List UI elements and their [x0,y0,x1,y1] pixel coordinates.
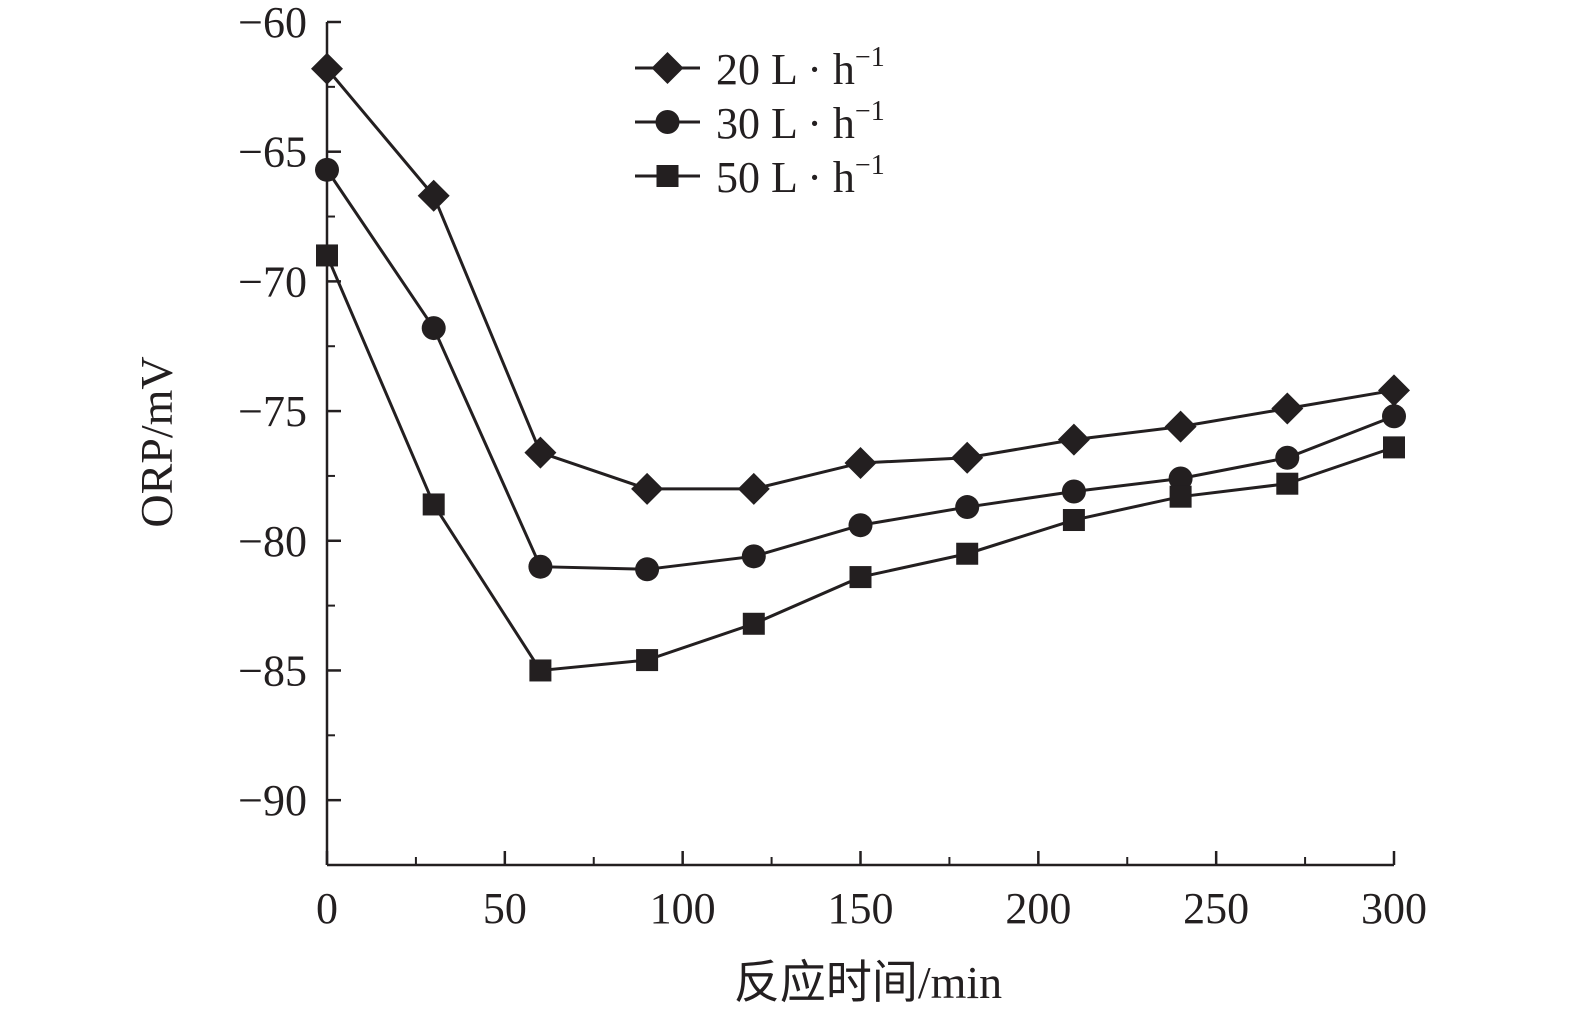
series-3 [316,244,1405,682]
data-point-square [1383,436,1405,459]
y-tick-label: −75 [238,387,307,436]
y-tick-label: −65 [238,128,307,177]
data-point-circle [315,157,339,182]
y-tick-label: −70 [238,257,307,306]
legend-label-main: 20 L · h [716,45,855,94]
data-point-diamond [1164,410,1197,443]
y-tick-label: −80 [238,517,307,566]
legend-label: 20 L · h−1 [716,42,885,94]
x-tick-label: 250 [1183,884,1249,933]
series-2 [315,157,1406,582]
data-point-square [422,493,445,516]
data-point-diamond [844,446,877,479]
series-line [325,67,1395,491]
x-tick-label: 50 [483,884,527,933]
data-point-diamond [1378,374,1410,407]
data-point-diamond [311,52,343,85]
data-point-circle [1168,466,1193,491]
data-point-square [529,659,552,682]
y-axis-title: ORP/mV [131,356,182,527]
data-point-diamond [631,472,664,505]
legend-entry: 20 L · h−1 [635,42,885,94]
x-axis-title: 反应时间/min [734,957,1002,1008]
data-point-square [1169,485,1192,508]
data-point-circle [1275,445,1300,470]
data-point-square [1276,472,1299,495]
data-point-diamond [1271,392,1304,425]
legend-label-superscript: −1 [855,96,885,127]
data-point-diamond [737,472,770,505]
data-point-circle [955,495,980,520]
data-point-diamond [524,436,557,469]
series-lines [311,52,1410,682]
y-tick-label: −85 [238,646,307,695]
legend-label: 30 L · h−1 [716,96,885,148]
series-1 [311,52,1410,505]
data-point-square [956,542,979,565]
x-tick-label: 0 [316,884,338,933]
data-point-square [316,244,338,267]
legend-marker-circle [655,110,680,134]
data-point-circle [1382,404,1406,429]
data-point-circle [848,513,873,538]
legend-label: 50 L · h−1 [716,150,885,202]
data-point-circle [1061,479,1086,504]
data-point-diamond [1057,423,1090,456]
legend-entry: 50 L · h−1 [635,150,885,202]
axes: 0 50 100 150 200 250 300 −60 −65 −70 −75 −80 −85 −90 [238,0,1427,933]
x-tick-label: 300 [1361,884,1427,933]
x-tick-label: 100 [650,884,716,933]
x-tick-label: 200 [1005,884,1071,933]
x-tick-label: 150 [828,884,894,933]
legend-marker-square [656,165,679,187]
y-tick-label: −90 [238,776,307,825]
data-point-square [636,649,659,672]
legend-label-main: 50 L · h [716,153,855,202]
legend-entry: 30 L · h−1 [635,96,885,148]
data-point-circle [635,557,660,582]
data-point-square [1062,509,1085,532]
legend: 20 L · h−130 L · h−150 L · h−1 [635,42,885,202]
data-point-circle [528,554,553,579]
data-point-circle [421,316,446,341]
data-point-diamond [951,441,984,474]
legend-label-superscript: −1 [855,42,885,73]
data-point-square [742,612,765,635]
legend-label-main: 30 L · h [716,99,855,148]
data-point-square [849,566,872,589]
series-line [325,169,1395,571]
legend-marker-diamond [651,52,684,84]
y-tick-label: −60 [238,0,307,47]
data-point-diamond [417,179,450,212]
data-point-circle [741,544,766,569]
legend-label-superscript: −1 [855,150,885,181]
